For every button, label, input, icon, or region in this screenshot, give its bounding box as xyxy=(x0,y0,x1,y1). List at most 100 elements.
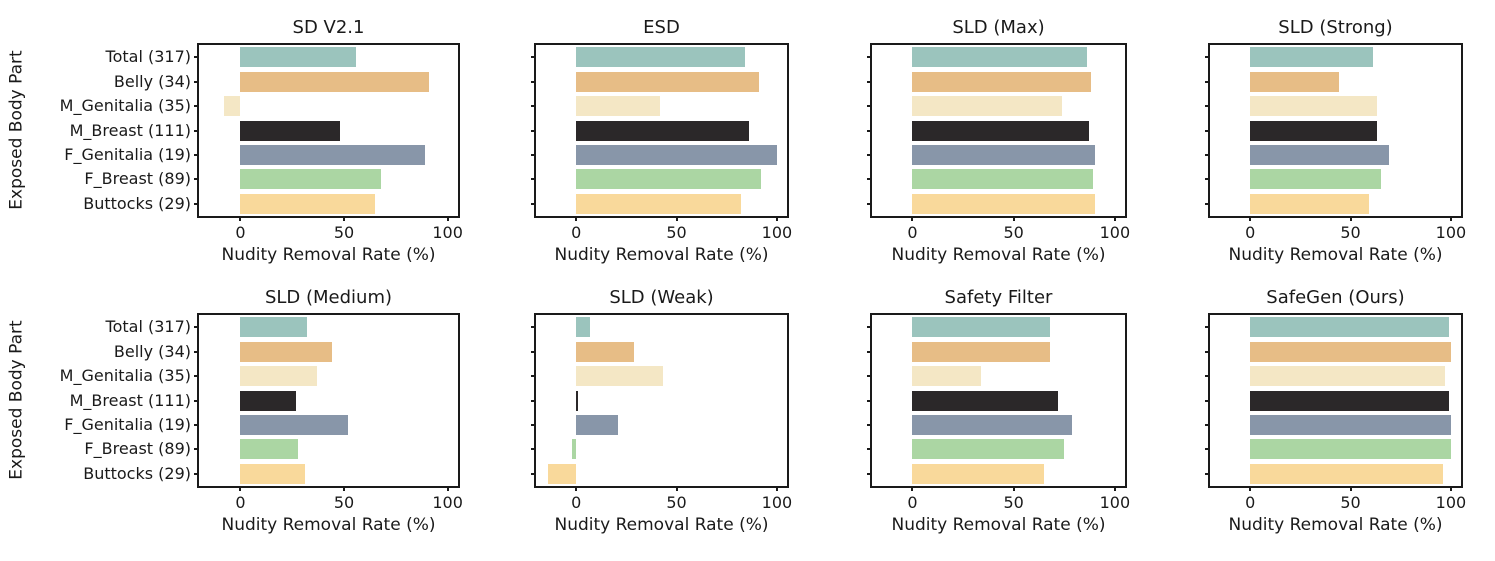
y-tick-mark xyxy=(867,375,872,378)
y-tick-mark xyxy=(1205,399,1210,402)
bar-belly-34 xyxy=(1250,71,1339,92)
category-label-buttocks-29: Buttocks (29) xyxy=(83,463,191,483)
bar-m-genitalia-35 xyxy=(576,96,661,117)
bar-belly-34 xyxy=(576,71,759,92)
y-tick-mark xyxy=(1205,423,1210,426)
bar-f-genitalia-19 xyxy=(912,414,1073,435)
x-tick-label: 100 xyxy=(432,493,463,512)
y-tick-mark xyxy=(531,326,536,329)
y-tick-mark xyxy=(194,448,199,451)
category-label-m-genitalia-35: M_Genitalia (35) xyxy=(59,366,191,386)
subplot-title: SafeGen (Ours) xyxy=(1266,287,1405,309)
y-axis-label-row2: Exposed Body Part xyxy=(6,320,27,480)
y-tick-mark xyxy=(531,202,536,205)
bar-m-genitalia-35 xyxy=(576,366,663,387)
x-tick-label: 50 xyxy=(1003,223,1024,242)
subplot-sld-weak: SLD (Weak) 0 50 100 Nudity Removal Rate (%) xyxy=(531,288,792,534)
x-tick-mark xyxy=(775,216,778,221)
bar-m-breast-111 xyxy=(576,390,579,411)
y-tick-mark xyxy=(1205,472,1210,475)
y-tick-mark xyxy=(531,129,536,132)
bar-belly-34 xyxy=(912,341,1051,362)
bar-f-breast-89 xyxy=(912,439,1065,460)
bar-buttocks-29 xyxy=(1250,463,1443,484)
bar-f-breast-89 xyxy=(576,169,761,190)
bar-f-genitalia-19 xyxy=(240,144,425,165)
x-tick-label: 0 xyxy=(1245,493,1256,512)
x-tick-mark xyxy=(1349,486,1352,491)
y-tick-mark xyxy=(531,448,536,451)
x-tick-mark xyxy=(1249,216,1252,221)
bar-f-genitalia-19 xyxy=(912,144,1095,165)
y-tick-mark xyxy=(867,448,872,451)
bar-m-genitalia-35 xyxy=(223,96,241,117)
subplot-title: SLD (Weak) xyxy=(609,287,714,309)
y-tick-mark xyxy=(1205,326,1210,329)
x-tick-label: 100 xyxy=(761,223,793,242)
x-tick-label: 0 xyxy=(235,223,246,242)
category-label-m-breast-111: M_Breast (111) xyxy=(69,390,191,410)
y-tick-mark xyxy=(1205,80,1210,83)
y-tick-mark xyxy=(194,56,199,59)
subplot-title: ESD xyxy=(643,17,680,39)
y-tick-mark xyxy=(531,153,536,156)
bar-buttocks-29 xyxy=(548,463,577,484)
subplot-sld-max: SLD (Max) 0 50 100 Nudity Removal Rate (%) xyxy=(867,18,1130,264)
x-tick-mark xyxy=(675,216,678,221)
bar-m-genitalia-35 xyxy=(912,366,982,387)
x-axis-label: Nudity Removal Rate (%) xyxy=(221,245,436,265)
x-tick-mark xyxy=(1113,216,1116,221)
x-tick-label: 0 xyxy=(571,493,582,512)
y-tick-mark xyxy=(867,472,872,475)
bar-f-genitalia-19 xyxy=(1250,414,1451,435)
y-tick-mark xyxy=(531,350,536,353)
y-tick-mark xyxy=(1205,202,1210,205)
y-tick-mark xyxy=(531,178,536,181)
y-tick-mark xyxy=(531,472,536,475)
x-tick-mark xyxy=(446,486,449,491)
x-tick-mark xyxy=(911,486,914,491)
bar-m-breast-111 xyxy=(240,120,340,141)
bar-total-317 xyxy=(576,47,745,68)
bar-f-breast-89 xyxy=(240,439,299,460)
x-tick-label: 100 xyxy=(1099,493,1131,512)
x-tick-label: 100 xyxy=(1099,223,1131,242)
y-tick-mark xyxy=(194,350,199,353)
bar-m-genitalia-35 xyxy=(240,366,318,387)
x-tick-label: 50 xyxy=(666,493,687,512)
x-tick-mark xyxy=(575,486,578,491)
y-tick-mark xyxy=(1205,350,1210,353)
x-tick-mark xyxy=(1449,486,1452,491)
subplot-sd-v2-1: SD V2.1 0 50 100 Nudity Removal Rate (%) Tota… xyxy=(60,18,463,264)
x-axis-label: Nudity Removal Rate (%) xyxy=(891,245,1106,265)
bar-total-317 xyxy=(912,317,1051,338)
y-axis-label-row1: Exposed Body Part xyxy=(6,50,27,210)
y-tick-mark xyxy=(867,423,872,426)
bar-m-genitalia-35 xyxy=(1250,96,1377,117)
subplot-sld-strong: SLD (Strong) 0 50 100 Nudity Removal Rate (%… xyxy=(1205,18,1466,264)
y-tick-mark xyxy=(194,129,199,132)
category-label-f-genitalia-19: F_Genitalia (19) xyxy=(64,145,191,165)
y-tick-mark xyxy=(1205,56,1210,59)
y-tick-mark xyxy=(1205,129,1210,132)
y-tick-mark xyxy=(867,105,872,108)
category-label-m-breast-111: M_Breast (111) xyxy=(69,120,191,140)
bar-f-breast-89 xyxy=(912,169,1093,190)
x-tick-mark xyxy=(446,216,449,221)
x-axis-label: Nudity Removal Rate (%) xyxy=(1228,245,1443,265)
x-tick-label: 50 xyxy=(1003,493,1024,512)
y-tick-mark xyxy=(867,153,872,156)
y-tick-mark xyxy=(194,153,199,156)
bar-total-317 xyxy=(1250,317,1449,338)
y-tick-mark xyxy=(1205,448,1210,451)
x-tick-mark xyxy=(239,216,242,221)
bar-buttocks-29 xyxy=(912,463,1045,484)
bar-m-breast-111 xyxy=(576,120,749,141)
x-tick-mark xyxy=(1113,486,1116,491)
x-tick-mark xyxy=(343,216,346,221)
y-tick-mark xyxy=(1205,375,1210,378)
x-tick-label: 50 xyxy=(1340,493,1361,512)
y-tick-mark xyxy=(194,105,199,108)
category-label-m-genitalia-35: M_Genitalia (35) xyxy=(59,96,191,116)
